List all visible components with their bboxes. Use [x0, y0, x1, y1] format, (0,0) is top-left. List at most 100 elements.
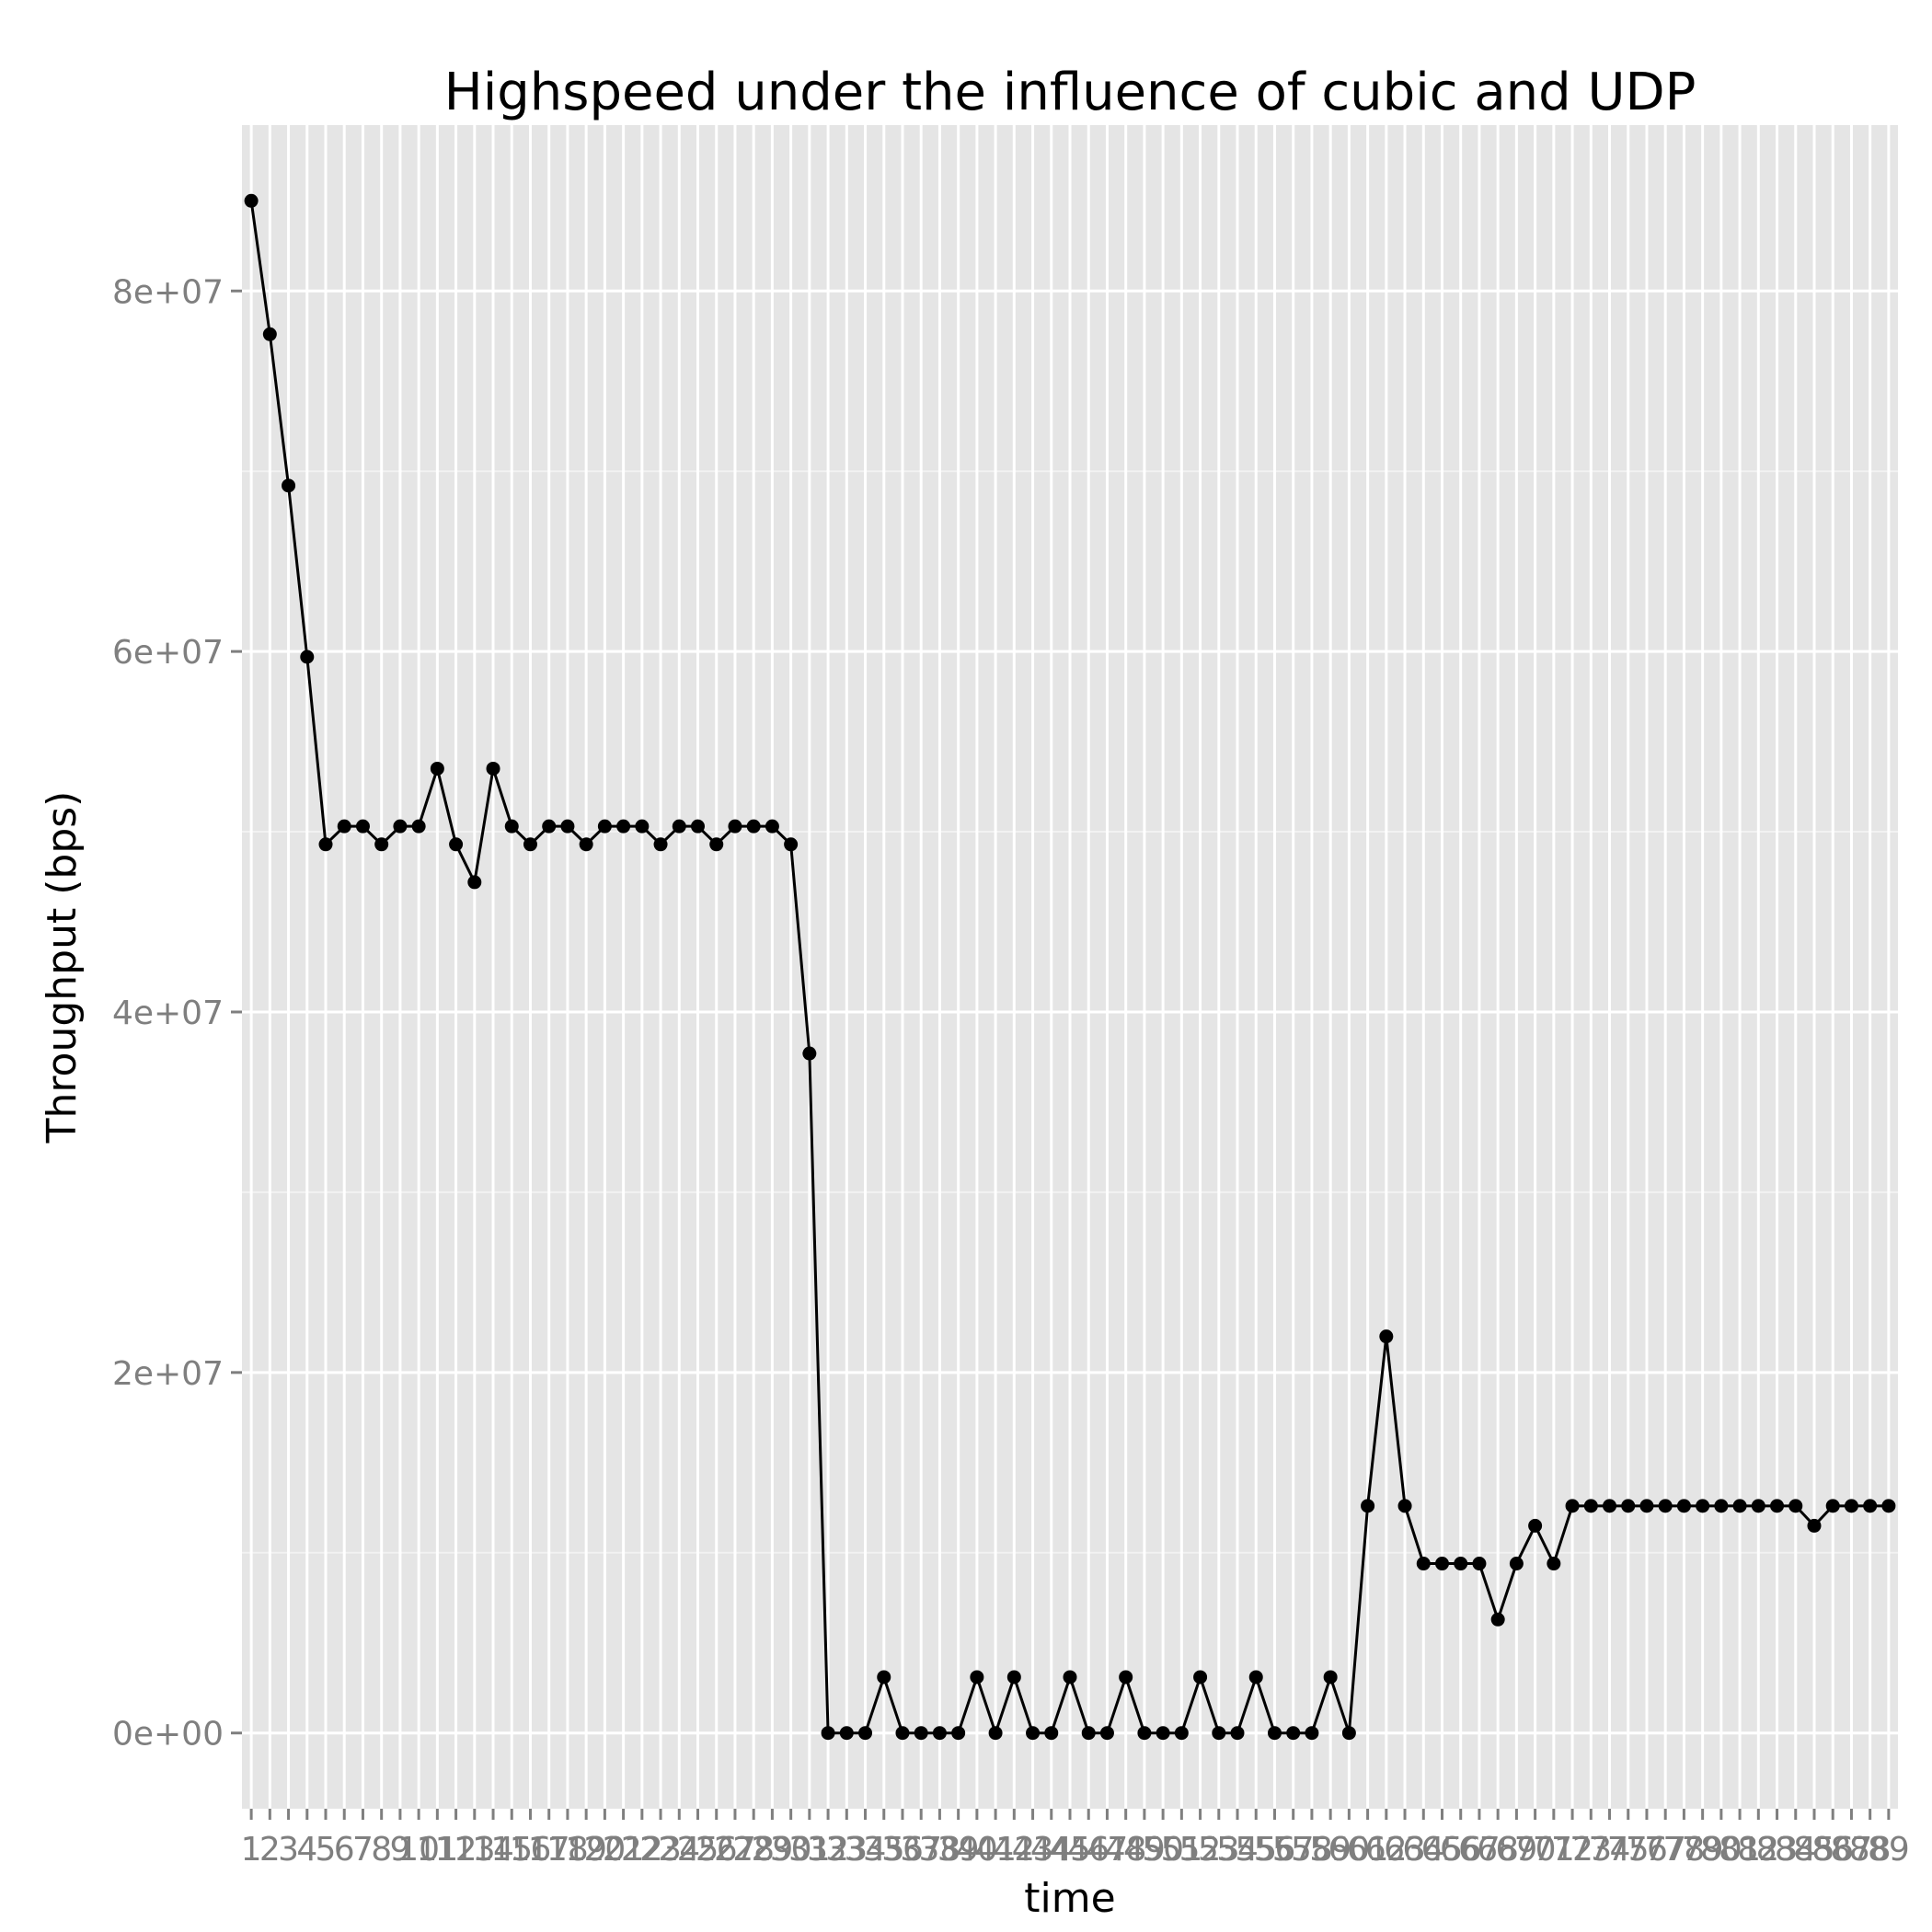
x-tick-label: 52: [1179, 1831, 1222, 1869]
data-point: [504, 819, 519, 834]
x-tick-label: 11: [416, 1831, 458, 1869]
data-point: [579, 837, 593, 852]
data-point: [374, 837, 389, 852]
x-tick-label: 38: [919, 1831, 961, 1869]
x-tick-label: 79: [1682, 1831, 1724, 1869]
x-tick-label: 63: [1384, 1831, 1426, 1869]
data-point: [1732, 1499, 1747, 1513]
data-point: [1621, 1499, 1636, 1513]
data-point: [858, 1726, 873, 1741]
x-tick-label: 22: [621, 1831, 663, 1869]
data-point: [1472, 1557, 1487, 1571]
x-tick-label: 78: [1663, 1831, 1706, 1869]
data-point: [1714, 1499, 1729, 1513]
data-point: [951, 1726, 966, 1741]
x-tick-label: 12: [435, 1831, 477, 1869]
x-tick-label: 80: [1700, 1831, 1742, 1869]
x-tick-label: 17: [528, 1831, 570, 1869]
x-tick-label: 7: [352, 1831, 374, 1869]
data-point: [1044, 1726, 1059, 1741]
data-point: [802, 1046, 817, 1061]
data-point: [411, 819, 426, 834]
x-tick-label: 42: [993, 1831, 1035, 1869]
y-tick-label: 4e+07: [112, 995, 224, 1032]
data-point: [821, 1726, 835, 1741]
data-point: [1639, 1499, 1654, 1513]
data-point: [1490, 1612, 1505, 1627]
data-point: [635, 819, 650, 834]
y-tick-label: 2e+07: [112, 1355, 224, 1393]
data-point: [449, 837, 464, 852]
x-tick-label: 43: [1012, 1831, 1054, 1869]
x-tick-label: 86: [1811, 1831, 1854, 1869]
x-tick-label: 68: [1477, 1831, 1519, 1869]
data-point: [1006, 1670, 1021, 1685]
x-tick-label: 30: [770, 1831, 812, 1869]
x-tick-label: 15: [490, 1831, 533, 1869]
x-tick-label: 73: [1570, 1831, 1612, 1869]
x-tick-label: 8: [371, 1831, 392, 1869]
x-tick-label: 88: [1849, 1831, 1892, 1869]
data-point: [709, 837, 724, 852]
x-tick-label: 24: [658, 1831, 700, 1869]
data-point: [597, 819, 612, 834]
x-tick-label: 49: [1123, 1831, 1166, 1869]
x-tick-label: 60: [1328, 1831, 1370, 1869]
x-tick-label: 56: [1254, 1831, 1296, 1869]
x-tick-label: 19: [565, 1831, 607, 1869]
data-point: [1361, 1499, 1375, 1513]
x-tick-label: 84: [1775, 1831, 1817, 1869]
x-tick-label: 76: [1626, 1831, 1668, 1869]
x-tick-label: 62: [1365, 1831, 1408, 1869]
data-point: [1528, 1518, 1543, 1533]
x-tick-label: 6: [334, 1831, 355, 1869]
y-axis: 0e+00 2e+07 4e+07 6e+07 8e+07: [112, 273, 242, 1754]
data-point: [1267, 1726, 1282, 1741]
x-tick-label: 46: [1067, 1831, 1110, 1869]
x-tick-label: 82: [1737, 1831, 1779, 1869]
data-point: [1137, 1726, 1152, 1741]
x-tick-label: 59: [1309, 1831, 1351, 1869]
x-tick-label: 70: [1514, 1831, 1557, 1869]
x-tick-label: 50: [1142, 1831, 1184, 1869]
data-point: [1751, 1499, 1765, 1513]
data-point: [877, 1670, 891, 1685]
x-tick-label: 87: [1831, 1831, 1873, 1869]
data-point: [1248, 1670, 1263, 1685]
x-tick-label: 65: [1421, 1831, 1464, 1869]
data-point: [355, 819, 370, 834]
data-point: [1193, 1670, 1208, 1685]
x-tick-label: 2: [259, 1831, 281, 1869]
x-tick-label: 71: [1533, 1831, 1575, 1869]
x-tick-label: 37: [900, 1831, 942, 1869]
x-tick-label: 53: [1198, 1831, 1240, 1869]
data-point: [784, 837, 799, 852]
x-tick-label: 54: [1216, 1831, 1259, 1869]
data-point: [337, 819, 351, 834]
data-point: [1658, 1499, 1673, 1513]
data-point: [282, 478, 296, 493]
data-point: [653, 837, 668, 852]
x-tick-label: 16: [510, 1831, 552, 1869]
x-tick-label: 39: [937, 1831, 980, 1869]
y-axis-label: Throughput (bps): [39, 791, 86, 1144]
data-point: [1119, 1670, 1133, 1685]
x-tick-label: 45: [1049, 1831, 1091, 1869]
data-point: [262, 327, 277, 341]
x-tick-label: 21: [603, 1831, 645, 1869]
data-point: [691, 819, 706, 834]
x-axis-label: time: [1024, 1875, 1115, 1922]
x-tick-label: 74: [1589, 1831, 1631, 1869]
x-tick-label: 83: [1756, 1831, 1799, 1869]
x-tick-label: 55: [1235, 1831, 1277, 1869]
data-point: [1844, 1499, 1858, 1513]
data-point: [1454, 1557, 1468, 1571]
x-tick-label: 48: [1105, 1831, 1147, 1869]
data-point: [932, 1726, 947, 1741]
data-point: [1547, 1557, 1561, 1571]
x-tick-label: 33: [825, 1831, 868, 1869]
data-point: [542, 819, 557, 834]
x-tick-label: 25: [677, 1831, 719, 1869]
data-point: [1696, 1499, 1710, 1513]
x-tick-label: 4: [296, 1831, 317, 1869]
